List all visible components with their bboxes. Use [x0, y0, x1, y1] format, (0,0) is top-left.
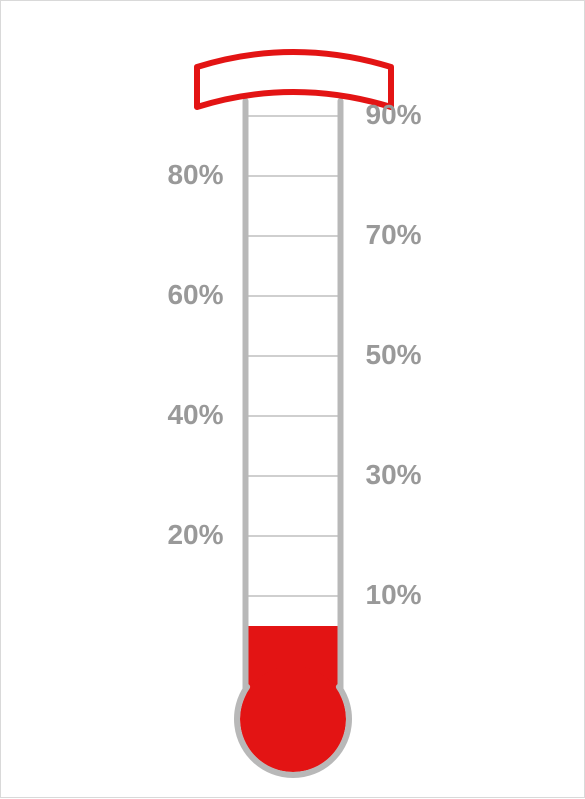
tick-label-90: 90% [366, 99, 422, 131]
tick-label-60: 60% [144, 279, 224, 311]
tick-label-40: 40% [144, 399, 224, 431]
tick-label-30: 30% [366, 459, 422, 491]
tick-label-10: 10% [366, 579, 422, 611]
tick-label-50: 50% [366, 339, 422, 371]
thermometer-diagram [1, 1, 585, 799]
tick-label-20: 20% [144, 519, 224, 551]
tick-label-70: 70% [366, 219, 422, 251]
tick-label-80: 80% [144, 159, 224, 191]
